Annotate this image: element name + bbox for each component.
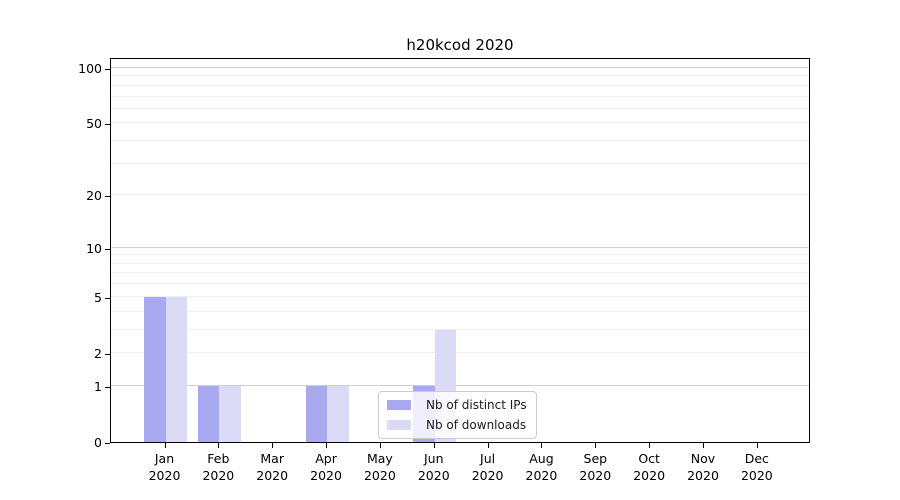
bar-downloads-apr — [327, 385, 349, 442]
legend: Nb of distinct IPs Nb of downloads — [378, 391, 537, 439]
y-tick-mark — [105, 353, 110, 355]
bar-downloads-jan — [165, 296, 187, 442]
bar-distinct-ips-apr — [305, 385, 328, 442]
x-tick-label-jan: Jan 2020 — [148, 451, 181, 483]
minor-gridline — [111, 262, 809, 264]
x-tick-label-dec: Dec 2020 — [740, 451, 773, 483]
y-tick-mark — [105, 297, 110, 299]
major-gridline — [111, 67, 809, 68]
legend-swatch-distinct-ips — [387, 400, 411, 410]
minor-gridline — [111, 122, 809, 124]
y-tick-label: 100 — [78, 60, 102, 76]
legend-entry-downloads: Nb of downloads — [387, 418, 527, 432]
major-gridline — [111, 384, 809, 386]
minor-gridline — [111, 140, 809, 142]
x-tick-mark — [379, 443, 381, 448]
y-tick-label: 5 — [94, 289, 102, 305]
legend-swatch-downloads — [387, 420, 411, 430]
x-tick-label-jul: Jul 2020 — [471, 451, 504, 483]
minor-gridline — [111, 162, 809, 164]
x-tick-label-feb: Feb 2020 — [202, 451, 235, 483]
minor-gridline — [111, 95, 809, 97]
y-tick-label: 50 — [86, 116, 102, 132]
y-tick-mark — [105, 68, 110, 70]
x-tick-mark — [487, 443, 489, 448]
x-tick-mark — [164, 443, 166, 448]
y-tick-label: 1 — [94, 378, 102, 394]
minor-gridline — [111, 194, 809, 196]
x-tick-label-nov: Nov 2020 — [687, 451, 719, 483]
y-tick-label: 2 — [94, 345, 102, 361]
chart-title: h20kcod 2020 — [406, 36, 514, 54]
y-tick-label: 0 — [94, 435, 102, 450]
x-tick-mark — [541, 443, 543, 448]
legend-label-distinct-ips: Nb of distinct IPs — [426, 398, 527, 412]
plot-area: Nb of distinct IPs Nb of downloads — [110, 58, 810, 443]
x-tick-mark — [326, 443, 328, 448]
minor-gridline — [111, 328, 809, 330]
x-tick-mark — [703, 443, 704, 448]
x-tick-label-sep: Sep 2020 — [579, 451, 612, 483]
x-tick-mark — [272, 443, 274, 448]
minor-gridline — [111, 351, 809, 353]
x-tick-mark — [649, 443, 651, 448]
x-tick-mark — [595, 443, 597, 448]
y-tick-mark — [105, 443, 110, 444]
y-tick-label: 20 — [86, 188, 102, 204]
x-tick-label-oct: Oct 2020 — [633, 451, 666, 483]
x-tick-label-mar: Mar 2020 — [256, 451, 289, 483]
minor-gridline — [111, 75, 809, 77]
minor-gridline — [111, 84, 809, 86]
x-tick-label-apr: Apr 2020 — [310, 451, 342, 483]
minor-gridline — [111, 295, 809, 297]
minor-gridline — [111, 107, 809, 109]
y-tick-mark — [105, 248, 110, 250]
minor-gridline — [111, 283, 809, 285]
bar-distinct-ips-feb — [197, 385, 220, 442]
y-tick-label: 10 — [86, 240, 102, 256]
major-gridline — [111, 246, 809, 248]
minor-gridline — [111, 254, 809, 256]
x-tick-label-jun: Jun 2020 — [417, 451, 450, 483]
legend-label-downloads: Nb of downloads — [426, 418, 527, 432]
y-tick-mark — [105, 386, 110, 388]
bar-downloads-feb — [219, 385, 241, 442]
x-tick-label-aug: Aug 2020 — [525, 451, 558, 483]
x-tick-mark — [433, 443, 435, 448]
legend-entry-distinct-ips: Nb of distinct IPs — [387, 398, 527, 412]
x-tick-mark — [756, 443, 758, 448]
bar-distinct-ips-jan — [144, 296, 166, 442]
x-tick-label-may: May 2020 — [363, 451, 396, 483]
x-tick-mark — [218, 443, 220, 448]
y-tick-mark — [105, 196, 110, 198]
minor-gridline — [111, 272, 809, 274]
y-tick-mark — [105, 124, 110, 126]
minor-gridline — [111, 310, 809, 312]
